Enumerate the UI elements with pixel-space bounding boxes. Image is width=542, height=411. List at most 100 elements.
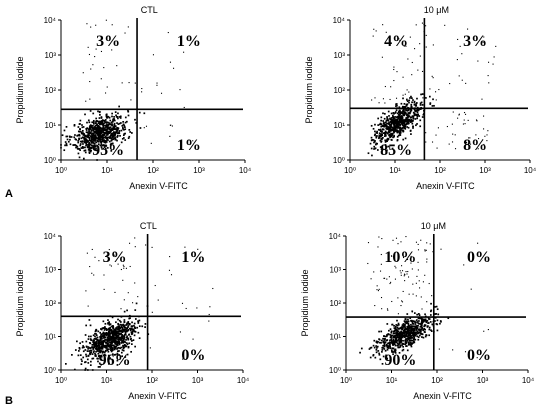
data-point bbox=[126, 327, 129, 330]
data-point bbox=[393, 124, 395, 127]
data-point bbox=[408, 101, 410, 104]
data-point bbox=[398, 118, 401, 121]
data-point bbox=[65, 135, 68, 138]
data-point bbox=[379, 139, 382, 142]
data-point bbox=[401, 117, 404, 120]
data-point bbox=[385, 31, 387, 33]
data-point bbox=[120, 308, 122, 310]
data-point bbox=[405, 338, 407, 340]
data-point bbox=[401, 112, 404, 115]
data-point bbox=[122, 134, 125, 137]
data-point bbox=[393, 349, 396, 351]
data-point bbox=[92, 120, 95, 123]
data-point bbox=[393, 120, 395, 122]
data-point bbox=[430, 329, 432, 332]
data-point bbox=[116, 352, 119, 355]
data-point bbox=[94, 330, 97, 333]
data-point bbox=[417, 317, 420, 320]
y-tick-label: 10⁰ bbox=[333, 156, 345, 165]
data-point bbox=[99, 336, 101, 338]
data-point bbox=[404, 343, 407, 346]
data-point bbox=[92, 133, 95, 136]
data-point bbox=[121, 349, 124, 351]
data-point bbox=[404, 321, 407, 324]
data-point bbox=[417, 113, 419, 116]
data-point bbox=[114, 334, 116, 336]
data-point bbox=[404, 341, 407, 344]
data-point bbox=[106, 125, 109, 128]
data-point bbox=[95, 329, 97, 331]
data-point bbox=[122, 344, 124, 347]
data-point bbox=[115, 337, 117, 340]
data-point bbox=[432, 98, 434, 101]
data-point bbox=[106, 342, 108, 345]
data-point bbox=[107, 330, 110, 333]
data-point bbox=[66, 135, 69, 138]
data-point bbox=[404, 125, 407, 128]
y-axis-label: Propidium iodide bbox=[15, 269, 25, 336]
data-point bbox=[192, 140, 194, 142]
data-point bbox=[393, 324, 395, 327]
data-point bbox=[85, 290, 87, 292]
data-point bbox=[103, 333, 106, 336]
data-point bbox=[97, 127, 100, 130]
data-point bbox=[93, 345, 96, 348]
data-point bbox=[402, 114, 405, 117]
data-point bbox=[466, 141, 468, 144]
data-point bbox=[104, 346, 107, 349]
data-point bbox=[110, 121, 113, 124]
data-point bbox=[370, 136, 373, 139]
y-tick-label: 10¹ bbox=[333, 121, 345, 130]
data-point bbox=[381, 238, 383, 240]
data-point bbox=[160, 92, 163, 94]
data-point bbox=[415, 109, 418, 112]
data-point bbox=[89, 349, 92, 352]
data-point bbox=[134, 282, 136, 284]
data-point bbox=[99, 123, 101, 126]
data-point bbox=[404, 334, 406, 337]
x-tick-label: 10⁰ bbox=[55, 166, 67, 175]
data-point bbox=[412, 283, 414, 285]
data-point bbox=[93, 274, 95, 276]
data-point bbox=[372, 35, 374, 37]
data-point bbox=[470, 288, 472, 290]
data-point bbox=[386, 119, 388, 122]
data-point bbox=[394, 116, 397, 118]
data-point bbox=[74, 138, 77, 140]
data-point bbox=[79, 342, 81, 345]
data-point bbox=[412, 125, 414, 128]
data-point bbox=[429, 102, 432, 104]
data-point bbox=[384, 341, 387, 344]
data-point bbox=[398, 38, 400, 40]
data-point bbox=[383, 135, 386, 137]
data-point bbox=[402, 97, 404, 100]
data-point bbox=[167, 31, 169, 34]
data-point bbox=[429, 88, 431, 90]
data-point bbox=[116, 130, 118, 133]
data-point bbox=[113, 125, 116, 128]
quadrant-lower-left-percentage: 90% bbox=[384, 352, 416, 369]
data-point bbox=[390, 339, 393, 341]
data-point bbox=[119, 115, 122, 118]
data-point bbox=[94, 124, 97, 127]
data-point bbox=[111, 342, 113, 345]
data-point bbox=[386, 116, 388, 118]
data-point bbox=[390, 86, 392, 88]
data-point bbox=[401, 344, 403, 347]
data-point bbox=[375, 30, 377, 32]
data-point bbox=[465, 82, 467, 84]
data-point bbox=[81, 360, 83, 363]
data-point bbox=[87, 362, 90, 364]
data-point bbox=[118, 340, 121, 343]
data-point bbox=[110, 137, 113, 140]
data-point bbox=[388, 115, 390, 117]
data-point bbox=[112, 135, 115, 138]
data-point bbox=[106, 134, 108, 136]
data-point bbox=[401, 328, 403, 331]
quadrant-upper-right-percentage: 0% bbox=[467, 249, 491, 266]
data-point bbox=[114, 336, 117, 339]
data-point bbox=[90, 126, 93, 128]
data-point bbox=[123, 336, 126, 339]
data-point bbox=[394, 120, 396, 123]
data-point bbox=[407, 332, 409, 335]
